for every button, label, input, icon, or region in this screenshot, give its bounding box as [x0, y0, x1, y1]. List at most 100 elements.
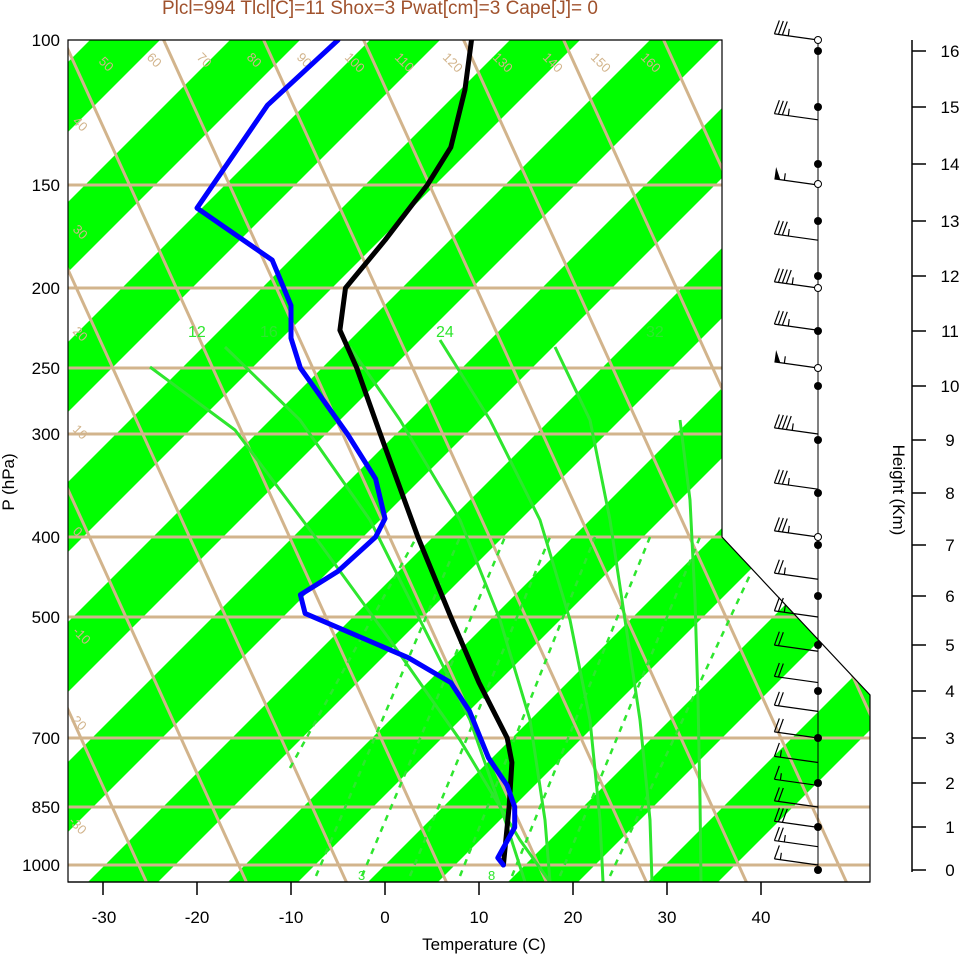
height-tick-label: 15 — [941, 98, 960, 117]
height-marker-dot — [814, 541, 822, 549]
isotherm-band — [68, 40, 340, 882]
wind-barb — [773, 20, 819, 41]
chart-title: Plcl=994 Tlcl[C]=11 Shox=3 Pwat[cm]=3 Ca… — [162, 0, 598, 19]
isotherm-band — [68, 40, 620, 882]
wind-barb — [773, 414, 819, 435]
height-marker-dot — [814, 641, 822, 649]
height-marker-dot — [814, 436, 822, 444]
temperature-axis: -30 -20 -10 0 10 20 30 40 Temperature (C… — [68, 881, 870, 954]
wind-barb — [773, 691, 819, 712]
wind-barb — [773, 559, 819, 580]
height-marker-dot — [814, 217, 822, 225]
mixing-ratio-line — [608, 574, 752, 877]
temperature-tick-label: -10 — [279, 908, 304, 927]
pressure-tick-label: 500 — [32, 608, 60, 627]
temperature-tick-label: -20 — [185, 908, 210, 927]
height-marker-dot — [814, 272, 822, 280]
height-ticks — [912, 50, 926, 871]
mixing-ratio-label-8: 8 — [488, 868, 495, 883]
height-marker-dot — [814, 779, 822, 787]
wind-barb — [773, 631, 819, 652]
mixing-ratio-lines — [288, 536, 752, 877]
height-marker-dot — [814, 592, 822, 600]
height-marker-dot — [814, 103, 822, 111]
wind-barb — [773, 597, 819, 618]
height-marker-dot — [814, 489, 822, 497]
mixing-ratio-line — [458, 536, 597, 877]
height-marker-open — [814, 533, 822, 541]
moist-adiabat — [553, 346, 654, 882]
pressure-axis-label: P (hPa) — [0, 453, 18, 510]
height-tick-label: 4 — [945, 682, 954, 701]
temperature-ticks — [102, 882, 762, 895]
wind-barb — [773, 469, 819, 490]
height-marker-open — [814, 364, 822, 372]
theta-e-label-12: 12 — [188, 324, 206, 341]
height-marker-open — [814, 36, 822, 44]
temperature-tick-label: 20 — [564, 908, 583, 927]
wind-barb — [773, 220, 819, 241]
dewpoint-profile — [194, 40, 518, 868]
sounding-profiles — [194, 40, 518, 868]
height-marker-dot — [814, 687, 822, 695]
temperature-tick-label: 10 — [470, 908, 489, 927]
wind-barb — [774, 166, 819, 186]
moist-adiabats — [149, 339, 703, 882]
mixing-ratio-line — [314, 536, 462, 877]
height-marker-dot — [814, 823, 822, 831]
dry-adiabat — [68, 40, 302, 882]
height-marker-dot — [814, 382, 822, 390]
height-marker-open — [814, 284, 822, 292]
wind-barb — [773, 807, 819, 828]
wind-barb — [773, 662, 819, 684]
temperature-profile — [337, 40, 515, 868]
height-axis-label: Height (Km) — [889, 445, 908, 536]
pressure-tick-label: 300 — [32, 425, 60, 444]
wind-barb — [773, 826, 819, 848]
temperature-axis-label: Temperature (C) — [422, 935, 546, 954]
dry-adiabat — [398, 40, 870, 882]
height-marker-dot — [814, 866, 822, 874]
height-marker-dot — [814, 734, 822, 742]
mixing-ratio-line — [360, 536, 507, 877]
height-marker-dot — [814, 327, 822, 335]
moist-adiabat — [223, 345, 527, 882]
moist-adiabat — [678, 419, 703, 882]
height-tick-label: 14 — [941, 155, 960, 174]
temperature-tick-label: 0 — [380, 908, 389, 927]
pressure-tick-label: 1000 — [22, 856, 60, 875]
wind-barb — [773, 845, 819, 866]
wind-barb — [773, 765, 819, 787]
wind-barb — [773, 268, 819, 289]
height-tick-label: 0 — [945, 861, 954, 880]
mixing-ratio-line — [408, 536, 552, 877]
temperature-tick-label: -30 — [92, 908, 117, 927]
height-tick-label: 13 — [941, 212, 960, 231]
isotherm-band — [110, 40, 870, 882]
isotherm-band — [68, 40, 760, 882]
wind-barb — [773, 310, 819, 331]
temperature-tick-label: 30 — [658, 908, 677, 927]
moist-adiabat — [348, 346, 552, 882]
height-tick-label: 12 — [941, 267, 960, 286]
wind-barbs — [773, 20, 819, 866]
height-tick-label: 2 — [945, 774, 954, 793]
wind-barb-column — [773, 20, 822, 874]
pressure-tick-label: 100 — [32, 31, 60, 50]
height-tick-label: 8 — [945, 484, 954, 503]
mixing-ratio-line — [558, 536, 702, 877]
moist-adiabat — [438, 339, 605, 882]
isotherm-band — [390, 40, 870, 882]
dry-adiabat — [298, 40, 802, 882]
theta-e-label-16: 16 — [260, 324, 278, 341]
height-tick-label: 6 — [945, 587, 954, 606]
height-tick-label: 10 — [941, 377, 960, 396]
height-axis: 0 1 2 3 4 5 6 7 8 9 10 11 12 13 14 15 16… — [889, 40, 959, 880]
wind-barb — [774, 349, 819, 369]
isotherm-band — [68, 40, 870, 882]
isotherm-band — [530, 40, 870, 882]
mixing-ratio-line — [510, 536, 652, 877]
height-tick-label: 11 — [941, 322, 959, 341]
